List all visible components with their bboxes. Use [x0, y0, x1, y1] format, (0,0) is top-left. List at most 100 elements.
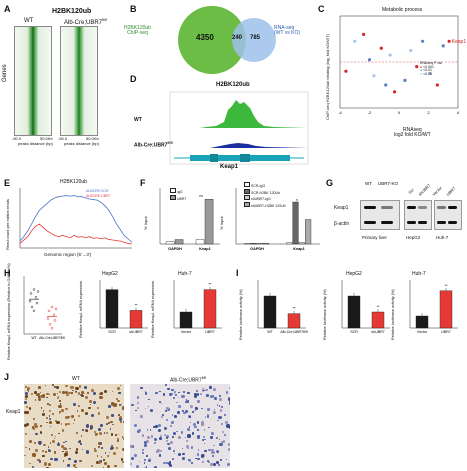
cell-nucleus [173, 396, 176, 399]
cell-nucleus [137, 428, 141, 432]
cell-nucleus [119, 384, 122, 387]
scatter-point [428, 71, 432, 76]
bar-chart-i-hepg2: SCR shUBR7 ** [341, 280, 390, 334]
cell-nucleus [116, 399, 120, 403]
cell-nucleus [96, 455, 99, 457]
category-label: shUBR7 [371, 330, 384, 334]
genome-tracks [169, 91, 309, 165]
cell-nucleus [117, 437, 119, 440]
cell-nucleus [26, 423, 30, 427]
cell-nucleus [44, 384, 47, 387]
cell-nucleus [167, 447, 171, 451]
cell-nucleus [222, 440, 226, 443]
cell-nucleus [130, 463, 133, 466]
cell-nucleus [165, 439, 168, 442]
cell-nucleus [32, 453, 36, 457]
cell-nucleus [112, 390, 114, 393]
panel-g-letter: G [326, 178, 334, 188]
cell-nucleus [72, 389, 75, 392]
blot-col-wt: WT [365, 181, 372, 186]
cell-nucleus [184, 410, 188, 414]
cell-nucleus [181, 447, 183, 450]
cell-nucleus [194, 392, 197, 396]
cell-nucleus [218, 416, 222, 420]
cell-nucleus [189, 422, 191, 424]
track-ko-label: Alb-Cre;UBR7fl/fl [134, 141, 173, 149]
scatter-point [441, 44, 445, 48]
cell-nucleus [221, 440, 224, 444]
cell-nucleus [28, 440, 32, 444]
cell-nucleus [224, 421, 228, 425]
panel-j-col-ko: Alb-Cre;UBR7fl/fl [170, 376, 207, 384]
scatter-point [421, 39, 425, 43]
scatter-plot: Keap1 -4 -2 0 2 4 [338, 15, 466, 115]
cell-nucleus [52, 393, 56, 397]
blot-col-vector: Vector [431, 185, 443, 197]
cell-nucleus [212, 444, 215, 447]
cell-nucleus [49, 404, 52, 407]
cell-nucleus [181, 394, 185, 398]
cell-nucleus [47, 446, 50, 449]
cell-nucleus [43, 443, 46, 447]
data-point [53, 319, 57, 322]
cell-nucleus [59, 390, 61, 393]
cell-nucleus [36, 393, 41, 397]
cell-nucleus [198, 449, 200, 451]
bar [298, 242, 305, 245]
cell-nucleus [59, 403, 61, 405]
cell-nucleus [185, 399, 188, 402]
cell-nucleus [71, 391, 74, 394]
cell-nucleus [213, 397, 217, 401]
cell-nucleus [219, 442, 223, 447]
cell-nucleus [108, 451, 110, 454]
x-tick-label: -4 [338, 110, 342, 115]
panel-a-ylabel: Genes [2, 64, 8, 82]
cell-nucleus [162, 461, 166, 465]
cell-nucleus [34, 441, 37, 444]
panel-a-col-wt: WT [24, 18, 34, 24]
cell-nucleus [73, 403, 76, 407]
cell-nucleus [226, 424, 230, 428]
cell-nucleus [171, 458, 174, 461]
bar [203, 289, 217, 329]
cell-nucleus [73, 419, 76, 421]
cell-nucleus [118, 404, 121, 406]
category-label: Vector [181, 330, 192, 334]
cell-nucleus [24, 392, 28, 396]
cell-nucleus [87, 391, 89, 394]
cell-nucleus [51, 433, 54, 436]
category-label: Keap1 [199, 247, 210, 251]
cell-nucleus [51, 412, 55, 416]
cell-nucleus [225, 458, 228, 461]
cell-nucleus [80, 408, 85, 412]
cell-nucleus [219, 458, 222, 461]
cell-nucleus [25, 432, 28, 436]
panel-f-letter: F [140, 178, 146, 188]
cell-nucleus [172, 432, 176, 436]
line-chart [19, 188, 133, 249]
cell-nucleus [148, 398, 150, 401]
bar [371, 311, 385, 329]
venn-right-count: 785 [250, 35, 261, 41]
cell-nucleus [97, 412, 101, 415]
panel-j-row-label: Keap1 [6, 409, 21, 415]
cell-nucleus [111, 402, 115, 405]
bar [105, 289, 119, 329]
data-point [35, 301, 39, 305]
cell-nucleus [141, 451, 145, 455]
cell-nucleus [226, 462, 230, 466]
data-point [30, 305, 34, 309]
bar [250, 243, 257, 245]
category-label: UBR7 [441, 330, 451, 334]
cell-nucleus [208, 426, 211, 429]
cell-nucleus [65, 391, 69, 395]
panel-a-tick-left-2: -50.0 [58, 136, 68, 141]
cell-nucleus [24, 410, 28, 414]
cell-nucleus [201, 461, 204, 464]
cell-nucleus [145, 407, 147, 410]
cell-nucleus [203, 435, 206, 438]
venn-left-count: 4350 [196, 33, 214, 42]
cell-nucleus [47, 448, 51, 452]
cell-nucleus [194, 425, 197, 429]
cell-nucleus [167, 442, 170, 446]
